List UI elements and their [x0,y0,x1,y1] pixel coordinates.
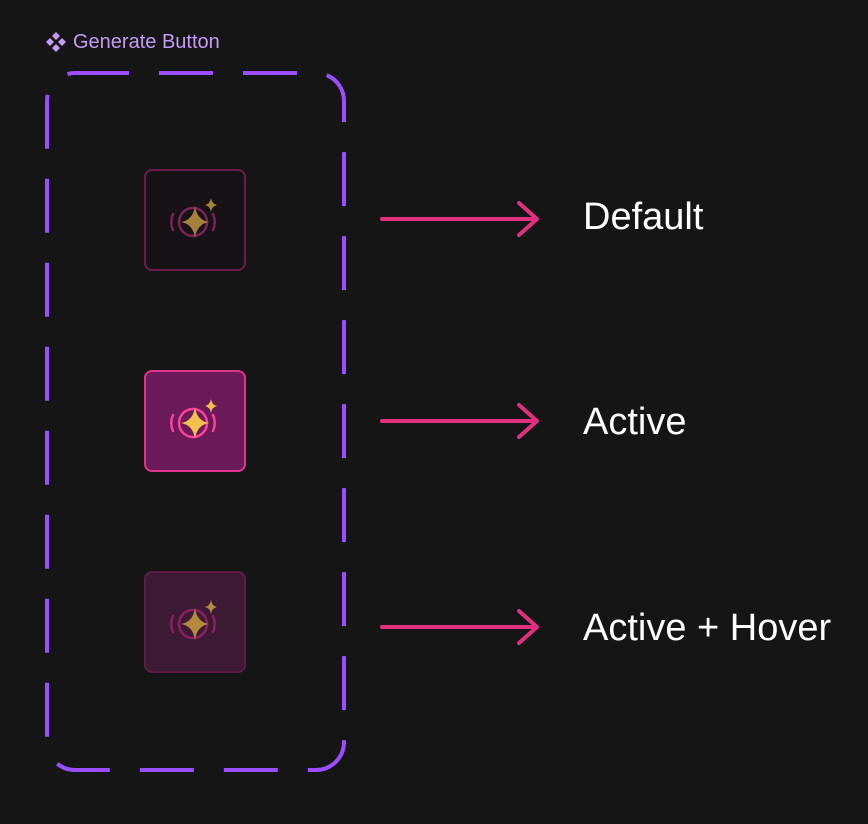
sparkle-generate-icon [170,399,217,439]
component-header: Generate Button [45,30,220,54]
arrow-right-icon [380,609,539,645]
component-title: Generate Button [73,30,220,53]
component-icon [46,32,66,52]
generate-button-default[interactable] [144,169,246,271]
state-label-active: Active [583,401,687,443]
state-label-default: Default [583,196,704,238]
sparkle-generate-icon [170,198,217,238]
arrow-right-icon [380,403,539,439]
sparkle-generate-icon [170,600,217,640]
arrow-right-icon [380,201,539,237]
generate-button-active-hover[interactable] [144,571,246,673]
state-label-active-hover: Active + Hover [583,607,832,649]
generate-button-active[interactable] [144,370,246,472]
